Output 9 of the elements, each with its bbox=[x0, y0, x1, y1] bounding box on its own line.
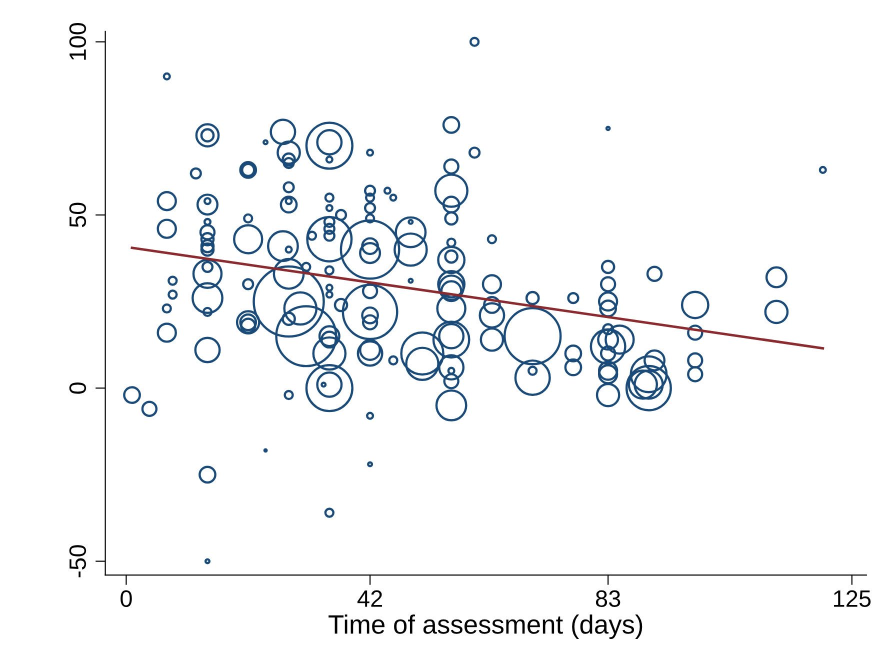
y-tick-label: 50 bbox=[69, 202, 86, 228]
y-tick-label: 100 bbox=[69, 23, 86, 60]
x-tick-label: 0 bbox=[120, 590, 132, 608]
x-tick-label: 42 bbox=[357, 590, 382, 607]
y-tick-label: 0 bbox=[69, 382, 86, 394]
x-tick-label: 125 bbox=[834, 590, 871, 608]
x-axis-title: Time of assessment (days) bbox=[328, 614, 642, 640]
y-tick-label: -50 bbox=[69, 545, 86, 578]
x-tick-label: 83 bbox=[596, 590, 620, 608]
